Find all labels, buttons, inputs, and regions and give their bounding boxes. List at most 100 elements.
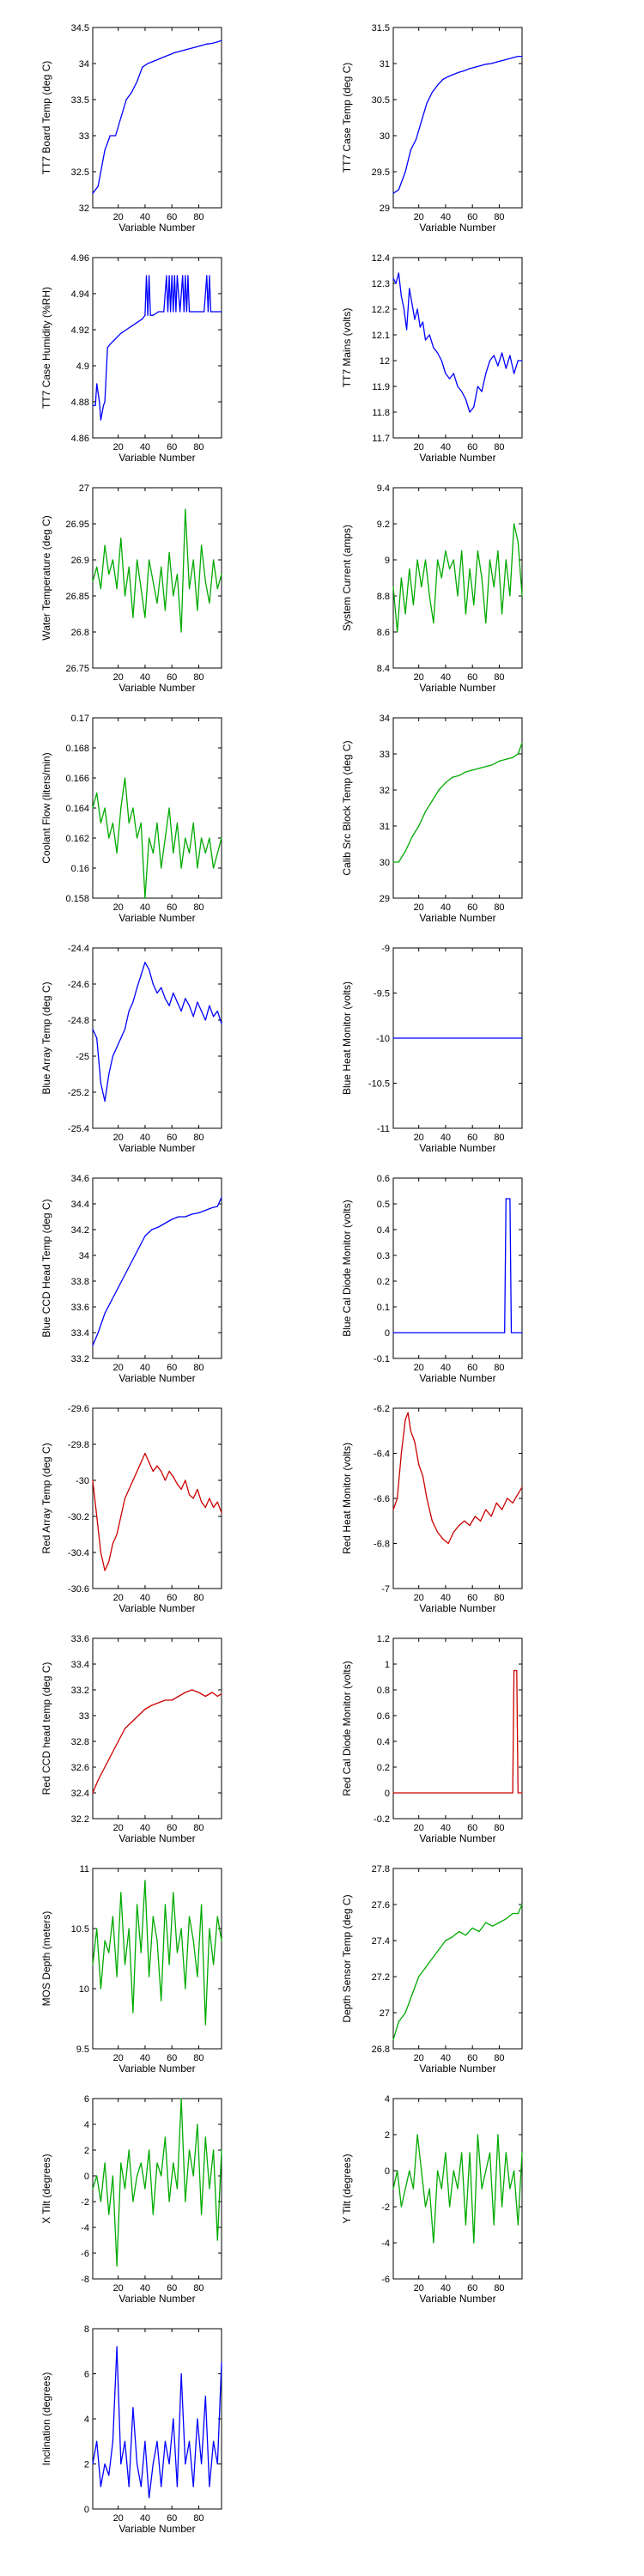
- y-tick-label: -24.4: [68, 944, 89, 954]
- data-point: [421, 120, 422, 122]
- data-point: [206, 275, 208, 276]
- plot-frame: [92, 257, 222, 439]
- y-tick-label: 26.9: [71, 556, 89, 566]
- y-tick-label: -0.1: [374, 1354, 390, 1364]
- data-point: [481, 577, 483, 579]
- x-axis-label: Variable Number: [118, 222, 195, 234]
- y-tick-label: -7: [381, 1584, 390, 1595]
- x-tick-label: 60: [167, 442, 177, 453]
- data-point: [108, 1073, 110, 1075]
- data-point: [442, 1538, 444, 1540]
- y-tick-label: -29.8: [68, 1440, 89, 1450]
- data-point: [131, 325, 132, 327]
- data-point: [112, 559, 114, 561]
- x-tick-label: 40: [440, 212, 451, 222]
- y-tick-label: 11.9: [372, 382, 390, 392]
- data-point: [477, 550, 479, 552]
- data-point: [501, 613, 503, 615]
- x-tick-label: 40: [440, 2283, 451, 2293]
- x-tick-label: 80: [193, 212, 204, 222]
- data-point: [449, 2206, 451, 2208]
- x-tick-label: 40: [140, 1593, 150, 1603]
- x-tick-label: 60: [167, 2283, 177, 2293]
- data-point: [188, 2149, 191, 2151]
- data-point: [221, 1512, 222, 1514]
- x-axis-label: Variable Number: [419, 1372, 495, 1384]
- x-tick-label: 80: [193, 1823, 204, 1833]
- y-tick-label: -10: [376, 1034, 390, 1044]
- data-point: [168, 552, 170, 554]
- y-tick-label: 12.4: [372, 253, 390, 264]
- x-tick-label: 20: [414, 2053, 424, 2063]
- data-point: [521, 1904, 523, 1905]
- data-point: [92, 192, 94, 194]
- x-tick-label: 20: [113, 2283, 124, 2293]
- data-point: [152, 1916, 154, 1917]
- data-point: [418, 825, 420, 827]
- data-point: [469, 568, 471, 570]
- data-point: [140, 1461, 142, 1463]
- x-tick-label: 60: [467, 1133, 477, 1143]
- data-point: [104, 401, 106, 403]
- data-point: [192, 2175, 194, 2177]
- data-point: [163, 311, 165, 313]
- data-point: [404, 613, 406, 615]
- data-point: [440, 577, 442, 579]
- data-point: [92, 2188, 94, 2190]
- data-point: [192, 559, 194, 561]
- data-point: [180, 2098, 182, 2099]
- data-point: [114, 337, 117, 340]
- data-point: [445, 2152, 447, 2154]
- x-tick-label: 80: [494, 442, 504, 453]
- data-point: [128, 1010, 130, 1012]
- data-point: [116, 1046, 118, 1048]
- data-point: [152, 60, 154, 63]
- data-point: [164, 2440, 166, 2442]
- y-tick-label: -10.5: [368, 1079, 390, 1090]
- data-point: [504, 1332, 506, 1334]
- y-tick-label: -8: [81, 2275, 89, 2285]
- data-point: [513, 2170, 515, 2172]
- x-tick-label: 60: [167, 1823, 177, 1833]
- y-tick-label: 29: [380, 894, 390, 904]
- data-point: [221, 1940, 222, 1941]
- y-tick-label: 4.9: [76, 361, 89, 372]
- data-point: [513, 1669, 515, 1672]
- y-tick-label: 33.6: [71, 1303, 89, 1313]
- data-point: [512, 1792, 513, 1794]
- data-point: [100, 1988, 101, 1990]
- y-tick-label: 0.4: [377, 1225, 390, 1236]
- data-point: [436, 84, 439, 86]
- data-point: [144, 2440, 146, 2442]
- data-point: [132, 2201, 134, 2202]
- data-point: [176, 1483, 179, 1485]
- data-point: [400, 1452, 402, 1455]
- data-point: [400, 577, 402, 579]
- y-tick-label: 12.3: [372, 279, 390, 289]
- y-tick-label: 0.162: [65, 834, 89, 844]
- y-tick-label: 34.5: [71, 23, 89, 33]
- x-tick-label: 20: [414, 2283, 424, 2293]
- data-point: [180, 1488, 182, 1491]
- data-point: [392, 277, 394, 279]
- data-point: [204, 1209, 206, 1212]
- data-point: [392, 586, 394, 588]
- y-axis-label: Blue Cal Diode Monitor (volts): [341, 1200, 353, 1336]
- data-point: [188, 588, 191, 590]
- data-point: [493, 2224, 495, 2226]
- data-point: [104, 1940, 106, 1941]
- y-tick-label: 33.5: [71, 95, 89, 106]
- y-tick-label: 34: [79, 59, 89, 70]
- data-point: [221, 39, 222, 41]
- data-point: [108, 1560, 110, 1563]
- data-point: [112, 1916, 114, 1917]
- data-point: [213, 559, 215, 561]
- data-point: [192, 2486, 194, 2488]
- x-tick-label: 40: [440, 1133, 451, 1143]
- x-tick-label: 20: [414, 212, 424, 222]
- data-point: [171, 1699, 173, 1701]
- y-tick-label: -6.6: [374, 1494, 390, 1504]
